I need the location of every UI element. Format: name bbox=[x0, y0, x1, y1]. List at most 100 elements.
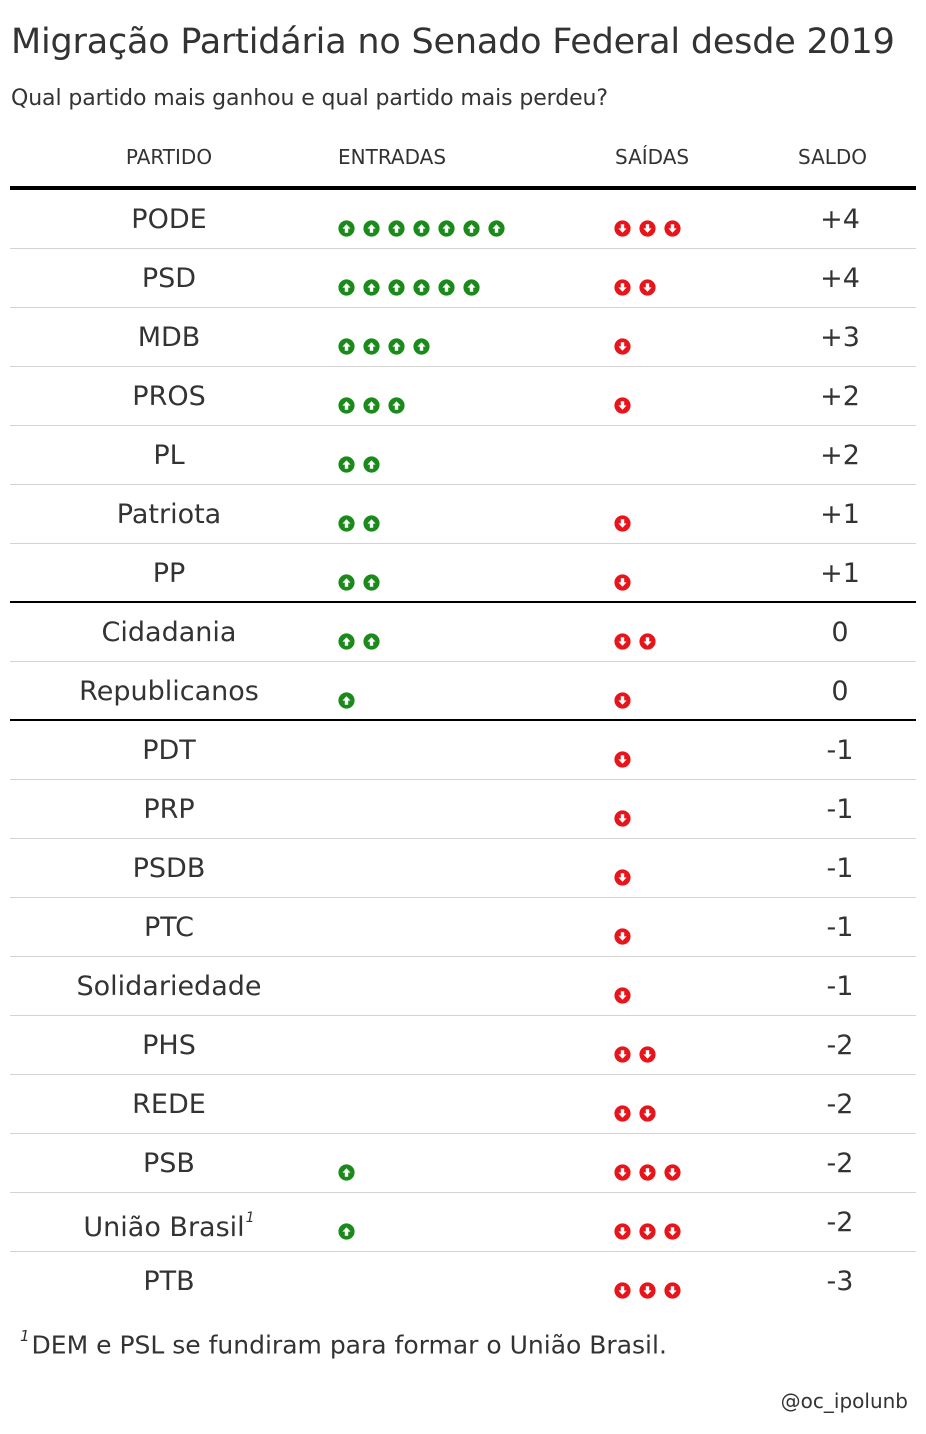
table-row: PRP -1 bbox=[10, 780, 916, 839]
arrow-down-circle-icon bbox=[614, 751, 631, 768]
arrow-up-circle-icon bbox=[363, 456, 380, 473]
arrow-up-circle-icon bbox=[338, 1223, 355, 1240]
table-row: Patriota +1 bbox=[10, 485, 916, 544]
arrow-down-circle-icon bbox=[664, 1223, 681, 1240]
column-header-partido: PARTIDO bbox=[125, 145, 213, 169]
saldo-value: 0 bbox=[831, 617, 849, 648]
table-body: PODE +4 PSD +4 MDB +3 PROS +2 PL +2 Patriota +1 PP +1… bbox=[10, 190, 916, 1311]
saidas-icons bbox=[614, 869, 631, 886]
saldo-value: -2 bbox=[826, 1089, 854, 1120]
column-header-saldo: SALDO bbox=[798, 145, 868, 169]
arrow-up-circle-icon bbox=[413, 279, 430, 296]
saidas-icons bbox=[614, 1046, 656, 1063]
table-row: Republicanos 0 bbox=[10, 662, 916, 721]
saidas-icons bbox=[614, 338, 631, 355]
party-name: PRP bbox=[143, 794, 195, 825]
party-name: PROS bbox=[132, 381, 206, 412]
arrow-up-circle-icon bbox=[338, 220, 355, 237]
saidas-icons bbox=[614, 987, 631, 1004]
table-row: União Brasil1 -2 bbox=[10, 1193, 916, 1252]
arrow-down-circle-icon bbox=[614, 692, 631, 709]
arrow-down-circle-icon bbox=[664, 220, 681, 237]
header-divider bbox=[10, 186, 916, 190]
saldo-value: +2 bbox=[820, 440, 860, 471]
entradas-icons bbox=[338, 279, 480, 296]
table-row: PHS -2 bbox=[10, 1016, 916, 1075]
saldo-value: 0 bbox=[831, 676, 849, 707]
saidas-icons bbox=[614, 220, 681, 237]
saidas-icons bbox=[614, 1105, 656, 1122]
arrow-down-circle-icon bbox=[614, 1223, 631, 1240]
arrow-down-circle-icon bbox=[614, 633, 631, 650]
saldo-value: -1 bbox=[826, 794, 854, 825]
arrow-down-circle-icon bbox=[614, 1046, 631, 1063]
arrow-down-circle-icon bbox=[614, 338, 631, 355]
entradas-icons bbox=[338, 397, 405, 414]
saldo-value: -2 bbox=[826, 1030, 854, 1061]
party-name: PHS bbox=[142, 1030, 196, 1061]
arrow-up-circle-icon bbox=[338, 279, 355, 296]
entradas-icons bbox=[338, 220, 505, 237]
arrow-down-circle-icon bbox=[614, 1282, 631, 1299]
saldo-value: -1 bbox=[826, 912, 854, 943]
arrow-up-circle-icon bbox=[438, 279, 455, 296]
saidas-icons bbox=[614, 633, 656, 650]
party-name: MDB bbox=[137, 322, 201, 353]
arrow-up-circle-icon bbox=[338, 515, 355, 532]
arrow-down-circle-icon bbox=[639, 1105, 656, 1122]
arrow-up-circle-icon bbox=[338, 692, 355, 709]
arrow-up-circle-icon bbox=[413, 338, 430, 355]
saldo-value: -1 bbox=[826, 971, 854, 1002]
arrow-down-circle-icon bbox=[614, 397, 631, 414]
saldo-value: -2 bbox=[826, 1148, 854, 1179]
footnote-mark: 1 bbox=[245, 1210, 255, 1226]
arrow-up-circle-icon bbox=[463, 279, 480, 296]
arrow-up-circle-icon bbox=[338, 1164, 355, 1181]
arrow-up-circle-icon bbox=[338, 633, 355, 650]
entradas-icons bbox=[338, 338, 430, 355]
entradas-icons bbox=[338, 456, 380, 473]
party-name: PP bbox=[152, 558, 186, 589]
entradas-icons bbox=[338, 633, 380, 650]
arrow-up-circle-icon bbox=[388, 279, 405, 296]
party-name: REDE bbox=[132, 1089, 206, 1120]
saldo-value: -2 bbox=[826, 1207, 854, 1238]
saidas-icons bbox=[614, 810, 631, 827]
arrow-down-circle-icon bbox=[639, 279, 656, 296]
table-header: PARTIDO ENTRADAS SAÍDAS SALDO bbox=[10, 140, 916, 180]
credit-handle: @oc_ipolunb bbox=[780, 1389, 908, 1413]
page-title: Migração Partidária no Senado Federal de… bbox=[11, 22, 895, 62]
party-name: PODE bbox=[131, 204, 207, 235]
saidas-icons bbox=[614, 692, 631, 709]
party-name: PTB bbox=[143, 1266, 195, 1297]
arrow-down-circle-icon bbox=[614, 279, 631, 296]
saldo-value: +4 bbox=[820, 204, 860, 235]
arrow-up-circle-icon bbox=[488, 220, 505, 237]
arrow-down-circle-icon bbox=[639, 633, 656, 650]
arrow-up-circle-icon bbox=[388, 220, 405, 237]
party-name-text: União Brasil bbox=[83, 1212, 245, 1243]
table-row: PODE +4 bbox=[10, 190, 916, 249]
table-row: Solidariedade -1 bbox=[10, 957, 916, 1016]
saldo-value: +1 bbox=[820, 558, 860, 589]
saldo-value: -3 bbox=[826, 1266, 854, 1297]
footnote: 1DEM e PSL se fundiram para formar o Uni… bbox=[20, 1327, 667, 1359]
party-name: PSDB bbox=[132, 853, 206, 884]
arrow-down-circle-icon bbox=[639, 1164, 656, 1181]
table-row: REDE -2 bbox=[10, 1075, 916, 1134]
table-row: PTC -1 bbox=[10, 898, 916, 957]
party-name: PTC bbox=[143, 912, 195, 943]
party-name: Republicanos bbox=[79, 676, 259, 707]
arrow-up-circle-icon bbox=[363, 338, 380, 355]
saidas-icons bbox=[614, 751, 631, 768]
saidas-icons bbox=[614, 574, 631, 591]
party-name: PDT bbox=[142, 735, 196, 766]
table-row: PSB -2 bbox=[10, 1134, 916, 1193]
arrow-down-circle-icon bbox=[614, 1164, 631, 1181]
arrow-up-circle-icon bbox=[363, 515, 380, 532]
saldo-value: +2 bbox=[820, 381, 860, 412]
arrow-up-circle-icon bbox=[463, 220, 480, 237]
arrow-down-circle-icon bbox=[664, 1282, 681, 1299]
arrow-up-circle-icon bbox=[338, 456, 355, 473]
saidas-icons bbox=[614, 1164, 681, 1181]
